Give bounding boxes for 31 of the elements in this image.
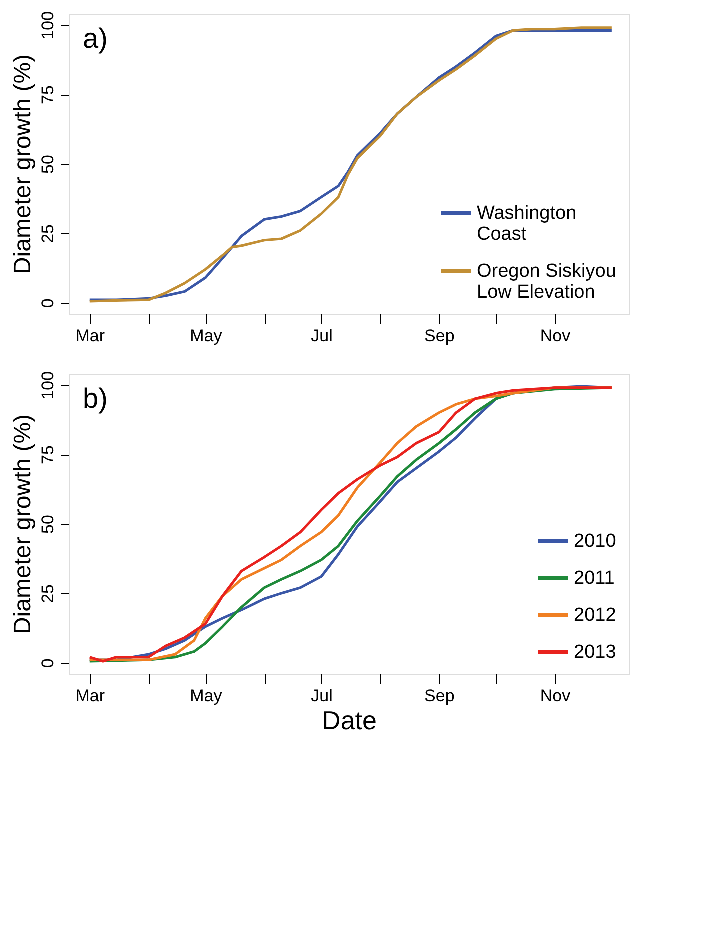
y-tick-label: 75	[38, 446, 58, 465]
x-tick-label: Sep	[424, 686, 455, 706]
y-axis-title: Diameter growth (%)	[10, 54, 36, 275]
annotation: b)	[83, 383, 108, 414]
x-tick-label: Mar	[76, 326, 106, 346]
annotation: a)	[83, 23, 108, 54]
x-tick-label: Nov	[540, 686, 572, 706]
y-axis-title: Diameter growth (%)	[10, 414, 36, 635]
y-tick-label: 50	[38, 155, 58, 174]
legend-label: 2010	[574, 531, 616, 552]
y-tick-label: 25	[38, 584, 58, 604]
y-tick-label: 50	[38, 515, 58, 534]
legend-label: Washington Coast	[477, 203, 577, 245]
x-axis-title: Date	[322, 706, 377, 736]
y-tick-label: 100	[38, 371, 58, 400]
x-tick-label: Mar	[76, 686, 106, 706]
x-tick-label: May	[190, 686, 223, 706]
x-tick-label: Jul	[311, 326, 333, 346]
y-tick-label: 25	[38, 224, 58, 244]
y-tick-label: 75	[38, 86, 58, 105]
legend-label: 2012	[574, 605, 616, 626]
x-tick-label: Sep	[424, 326, 455, 346]
y-tick-label: 100	[38, 11, 58, 40]
legend-label: Oregon Siskiyou Low Elevation	[477, 261, 616, 303]
x-tick-label: May	[190, 326, 223, 346]
x-tick-label: Nov	[540, 326, 572, 346]
y-tick-label: 0	[38, 298, 58, 308]
legend-label: 2013	[574, 642, 616, 663]
y-tick-label: 0	[38, 658, 58, 668]
x-tick-label: Jul	[311, 686, 333, 706]
legend-label: 2011	[574, 568, 615, 589]
